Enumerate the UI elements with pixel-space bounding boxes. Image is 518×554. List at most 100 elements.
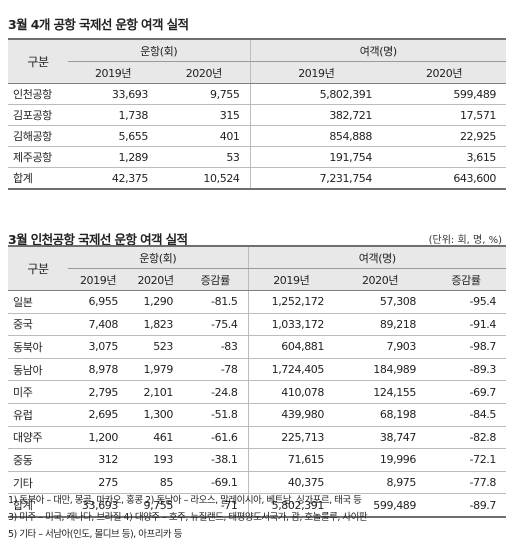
row-name: 제주공항	[8, 146, 68, 168]
cell: 193	[128, 448, 183, 472]
cell: 40,375	[247, 471, 334, 495]
total-row: 합계 33,693 9,755 -71 5,802,391 599,489 -89.7	[8, 493, 506, 518]
cell: 599,489	[382, 83, 507, 105]
row-name: 기타	[8, 471, 68, 495]
cell: 89,218	[334, 313, 426, 337]
cell: -82.8	[426, 426, 506, 450]
cell: -38.1	[183, 448, 248, 472]
airports-table: 구분 운항(회) 여객(명) 2019년 2020년 2019년 2020년 인…	[8, 38, 507, 190]
table1-title: 3월 4개 공항 국제선 운항 여객 실적	[8, 17, 189, 32]
cell: 53	[158, 146, 251, 168]
cell: 71,615	[247, 448, 334, 472]
cell: 315	[158, 104, 251, 126]
cell: 19,996	[334, 448, 426, 472]
cell: -75.4	[183, 313, 248, 337]
cell: 854,888	[249, 125, 383, 147]
cell: -51.8	[183, 403, 248, 427]
table-row: 일본 6,955 1,290 -81.5 1,252,172 57,308 -95.4	[8, 290, 506, 314]
cell: 33,693	[68, 83, 158, 105]
cell: 604,881	[247, 335, 334, 359]
row-name: 미주	[8, 380, 68, 404]
footnote: 1) 동북아 – 대만, 몽골, 마카오, 홍콩 2) 동남아 – 라오스, 말…	[8, 495, 362, 506]
row-name: 중동	[8, 448, 68, 472]
cell: -61.6	[183, 426, 248, 450]
row-name: 대양주	[8, 426, 68, 450]
row-name: 동남아	[8, 358, 68, 382]
cell: 643,600	[382, 167, 507, 190]
cell: 1,823	[128, 313, 183, 337]
footnote: 5) 기타 – 서남아(인도, 몰디브 등), 아프리카 등	[8, 529, 182, 540]
cell: 5,802,391	[247, 493, 334, 518]
year-header: 2019년	[68, 268, 128, 291]
year-header: 2020년	[334, 268, 426, 291]
row-name: 유럽	[8, 403, 68, 427]
cell: -72.1	[426, 448, 506, 472]
footnotes: 1) 동북아 – 대만, 몽골, 마카오, 홍콩 2) 동남아 – 라오스, 말…	[8, 492, 368, 543]
change-header: 증감률	[426, 268, 506, 291]
cell: 599,489	[334, 493, 426, 518]
cell: 7,408	[68, 313, 128, 337]
cell: 7,903	[334, 335, 426, 359]
table-row: 중동 312 193 -38.1 71,615 19,996 -72.1	[8, 448, 506, 472]
cell: 1,979	[128, 358, 183, 382]
row-header: 구분	[8, 39, 68, 84]
cell: 5,802,391	[249, 83, 383, 105]
cell: -98.7	[426, 335, 506, 359]
cell: 184,989	[334, 358, 426, 382]
year-header: 2020년	[128, 268, 183, 291]
table-row: 김해공항 5,655 401 854,888 22,925	[8, 125, 507, 147]
year-header: 2020년	[382, 61, 507, 84]
row-name: 인천공항	[8, 83, 68, 105]
cell: 225,713	[247, 426, 334, 450]
cell: -95.4	[426, 290, 506, 314]
table-row: 미주 2,795 2,101 -24.8 410,078 124,155 -69.7	[8, 380, 506, 404]
cell: -69.7	[426, 380, 506, 404]
table-row: 동북아 3,075 523 -83 604,881 7,903 -98.7	[8, 335, 506, 359]
cell: 461	[128, 426, 183, 450]
cell: 85	[128, 471, 183, 495]
table-row: 김포공항 1,738 315 382,721 17,571	[8, 104, 507, 126]
cell: -81.5	[183, 290, 248, 314]
cell: 1,290	[128, 290, 183, 314]
year-header: 2019년	[249, 61, 383, 84]
table-row: 동남아 8,978 1,979 -78 1,724,405 184,989 -89.3	[8, 358, 506, 382]
footnote: 3) 미주 – 미국, 캐나다, 브라질 4) 대양주 – 호주, 뉴질랜드, …	[8, 512, 368, 523]
cell: 1,300	[128, 403, 183, 427]
row-name: 합계	[8, 167, 68, 190]
cell: 1,200	[68, 426, 128, 450]
cell: -78	[183, 358, 248, 382]
cell: 10,524	[158, 167, 251, 190]
cell: 3,615	[382, 146, 507, 168]
cell: 3,075	[68, 335, 128, 359]
cell: 275	[68, 471, 128, 495]
row-name: 김해공항	[8, 125, 68, 147]
cell: -69.1	[183, 471, 248, 495]
flights-header: 운항(회)	[68, 39, 251, 62]
row-name: 동북아	[8, 335, 68, 359]
cell: -83	[183, 335, 248, 359]
cell: 2,101	[128, 380, 183, 404]
row-name: 김포공항	[8, 104, 68, 126]
cell: 8,975	[334, 471, 426, 495]
cell: 1,033,172	[247, 313, 334, 337]
cell: -91.4	[426, 313, 506, 337]
cell: 523	[128, 335, 183, 359]
table-row: 기타 275 85 -69.1 40,375 8,975 -77.8	[8, 471, 506, 495]
cell: 1,252,172	[247, 290, 334, 314]
cell: 1,738	[68, 104, 158, 126]
cell: 33,693	[68, 493, 128, 518]
cell: 8,978	[68, 358, 128, 382]
cell: 1,724,405	[247, 358, 334, 382]
cell: 38,747	[334, 426, 426, 450]
cell: 401	[158, 125, 251, 147]
cell: 382,721	[249, 104, 383, 126]
cell: 68,198	[334, 403, 426, 427]
cell: 7,231,754	[249, 167, 383, 190]
cell: 439,980	[247, 403, 334, 427]
unit-note: (단위: 회, 명, %)	[428, 235, 502, 246]
cell: 5,655	[68, 125, 158, 147]
cell: 9,755	[158, 83, 251, 105]
cell: -77.8	[426, 471, 506, 495]
cell: 6,955	[68, 290, 128, 314]
row-header: 구분	[8, 246, 68, 291]
